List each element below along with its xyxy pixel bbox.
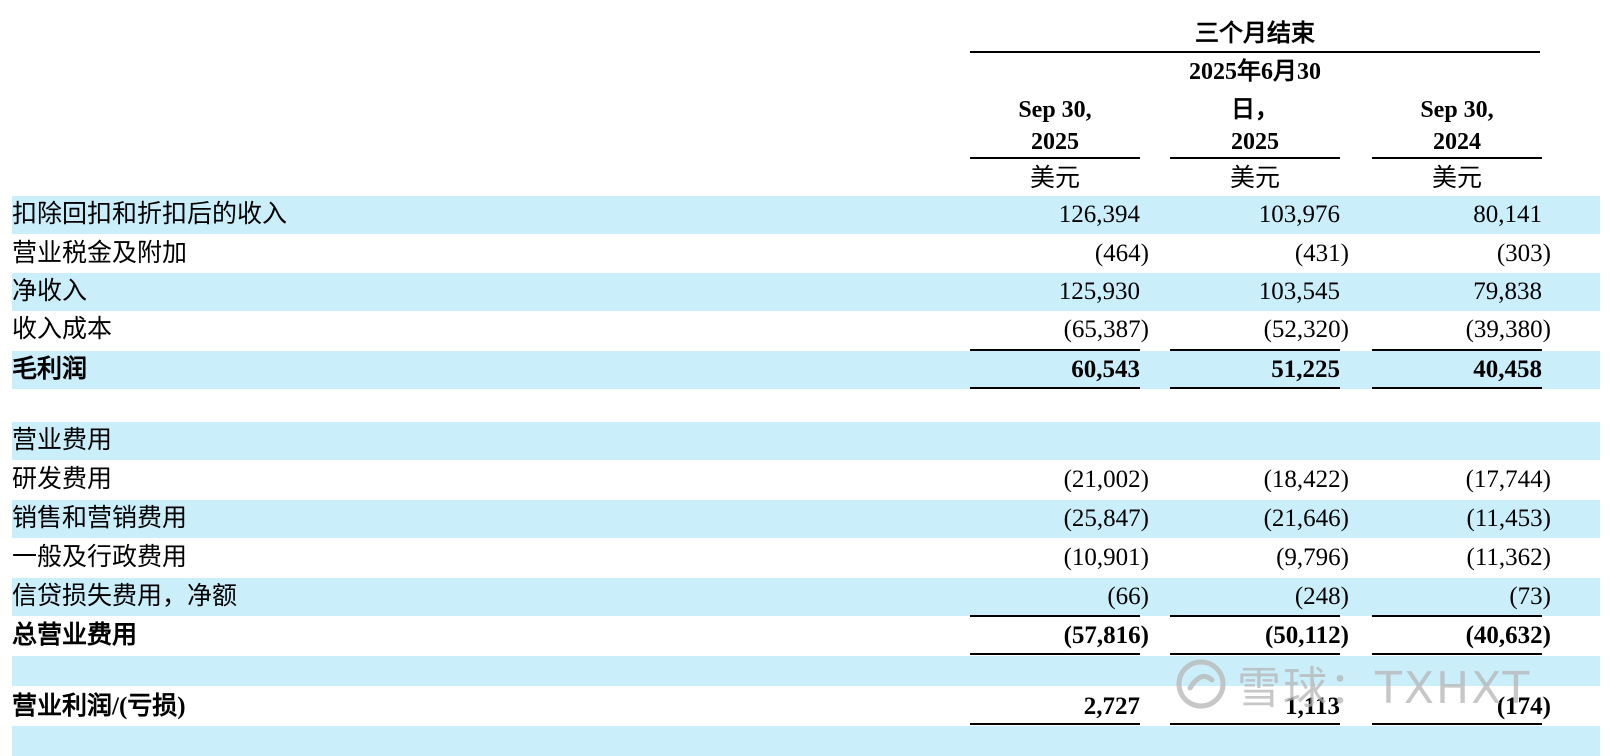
col2-date-line1: 2025年6月30 [1189,59,1321,85]
period-title: 三个月结束 [1195,21,1315,47]
cell-col2: 103,545 [1258,278,1340,305]
cell-col1: (25,847) [1063,505,1149,532]
table-row: 销售和营销费用 (25,847) (21,646) (11,453) [12,500,1600,538]
cell-col3: 79,838 [1473,278,1542,305]
col3-year: 2024 [1433,129,1481,155]
row-label: 销售和营销费用 [12,505,188,532]
cell-col3: (73) [1509,583,1551,610]
subtotal-rule [1372,349,1542,351]
cell-col1: (21,002) [1063,466,1149,493]
row-label: 总营业费用 [12,622,138,649]
table-row: 扣除回扣和折扣后的收入 126,394 103,976 80,141 [12,196,1600,234]
col3-header-rule [1372,157,1542,159]
cell-col2: (18,422) [1263,466,1349,493]
row-label: 营业利润/(亏损) [12,693,186,720]
period-title-rule [970,51,1540,53]
table-row: 毛利润 60,543 51,225 40,458 [12,351,1600,389]
row-label: 扣除回扣和折扣后的收入 [12,201,288,228]
cell-col1: 2,727 [1083,693,1140,720]
col3-date: Sep 30, [1420,97,1494,123]
subtotal-rule [970,349,1140,351]
row-label: 毛利润 [12,356,88,383]
partial-row [12,726,1600,756]
cell-col2: (21,646) [1263,505,1349,532]
watermark-text: 雪球：TXHXT [1237,663,1532,714]
col2-year: 2025 [1231,129,1279,155]
subtotal-rule [1170,615,1340,617]
col1-year: 2025 [1031,129,1079,155]
watermark: 雪球：TXHXT [1175,654,1531,714]
cell-col1: (57,816) [1063,622,1149,649]
cell-col1: (66) [1107,583,1149,610]
row-label: 研发费用 [12,466,113,493]
table-row: 营业费用 [12,422,1600,460]
total-rule [1372,653,1542,655]
cell-col1: 60,543 [1071,356,1140,383]
cell-col3: 80,141 [1473,201,1542,228]
table-row: 收入成本 (65,387) (52,320) (39,380) [12,311,1600,349]
cell-col3: (11,362) [1466,544,1551,571]
subtotal-rule [1170,723,1340,725]
spacer-row [12,656,1600,686]
table-row: 净收入 125,930 103,545 79,838 [12,273,1600,311]
table-row: 营业税金及附加 (464) (431) (303) [12,235,1600,273]
cell-col3: (174) [1496,693,1551,720]
cell-col2: (50,112) [1264,622,1349,649]
subtotal-rule [970,723,1140,725]
row-label: 净收入 [12,278,88,305]
cell-col3: (17,744) [1465,466,1551,493]
xueqiu-logo-icon [1176,659,1226,709]
subtotal-rule [970,615,1140,617]
col1-date: Sep 30, [1018,97,1092,123]
table-row: 研发费用 (21,002) (18,422) (17,744) [12,461,1600,499]
row-label: 营业税金及附加 [12,240,188,267]
cell-col1: (10,901) [1063,544,1149,571]
cell-col3: (39,380) [1465,316,1551,343]
cell-col2: (431) [1294,240,1349,267]
col2-unit: 美元 [1229,165,1280,192]
col1-unit: 美元 [1029,165,1080,192]
row-label: 信贷损失费用，净额 [12,583,238,610]
table-row: 总营业费用 (57,816) (50,112) (40,632) [12,617,1600,655]
table-row: 一般及行政费用 (10,901) (9,796) (11,362) [12,539,1600,577]
subtotal-rule [1372,615,1542,617]
cell-col1: 126,394 [1058,201,1140,228]
subtotal-rule [1372,723,1542,725]
table-row: 信贷损失费用，净额 (66) (248) (73) [12,578,1600,616]
total-rule [970,653,1140,655]
col2-date-line2: 日， [1231,97,1279,123]
cell-col1: 125,930 [1058,278,1140,305]
table-row: 营业利润/(亏损) 2,727 1,113 (174) [12,688,1600,726]
cell-col3: (11,453) [1466,505,1551,532]
cell-col3: (40,632) [1465,622,1551,649]
col1-header-rule [970,157,1140,159]
subtotal-rule [1170,349,1340,351]
cell-col2: 1,113 [1285,693,1340,720]
cell-col1: (464) [1094,240,1149,267]
col2-header-rule [1170,157,1340,159]
cell-col2: (52,320) [1263,316,1349,343]
cell-col2: (9,796) [1276,544,1349,571]
total-rule [1170,387,1340,389]
section-label: 营业费用 [12,427,113,454]
total-rule [970,387,1140,389]
cell-col1: (65,387) [1063,316,1149,343]
row-label: 收入成本 [12,316,113,343]
col3-unit: 美元 [1431,165,1482,192]
total-rule [1372,387,1542,389]
cell-col2: (248) [1294,583,1349,610]
cell-col2: 103,976 [1258,201,1340,228]
total-rule [1170,653,1340,655]
cell-col3: (303) [1496,240,1551,267]
row-label: 一般及行政费用 [12,544,188,571]
cell-col2: 51,225 [1271,356,1340,383]
cell-col3: 40,458 [1473,356,1542,383]
